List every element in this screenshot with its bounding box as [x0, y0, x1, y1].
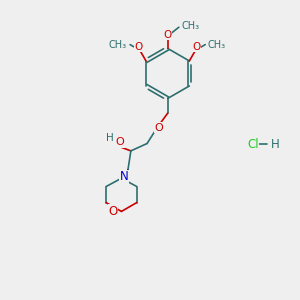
Text: CH₃: CH₃ — [109, 40, 127, 50]
Text: H: H — [271, 138, 280, 151]
Text: O: O — [192, 42, 200, 52]
Text: CH₃: CH₃ — [182, 21, 200, 31]
Text: O: O — [154, 123, 163, 133]
Text: O: O — [164, 30, 172, 40]
Text: H: H — [106, 133, 114, 143]
Text: O: O — [115, 137, 124, 147]
Text: Cl: Cl — [247, 138, 259, 151]
Text: CH₃: CH₃ — [208, 40, 226, 50]
Text: O: O — [109, 205, 118, 218]
Text: O: O — [134, 42, 143, 52]
Text: N: N — [120, 170, 129, 183]
